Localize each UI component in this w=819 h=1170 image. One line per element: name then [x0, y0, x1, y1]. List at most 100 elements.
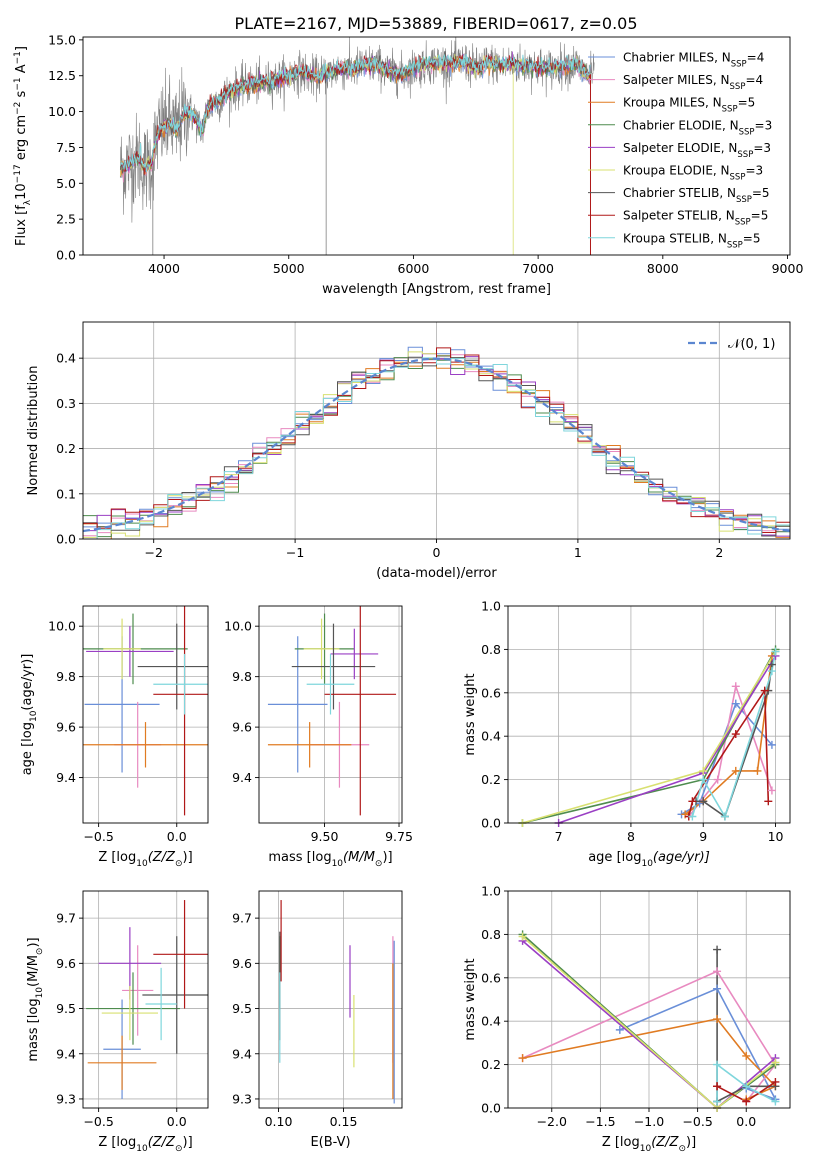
plot-area — [86, 900, 208, 1099]
label-part: −2 — [13, 102, 23, 115]
label-part: 10 — [641, 859, 653, 869]
x-tick-label: 9000 — [772, 261, 804, 276]
label-part: wavelength [Angstrom, rest frame] — [322, 282, 551, 297]
axes-frame — [82, 36, 791, 256]
label-part: s — [14, 90, 29, 101]
mass-weight-point-salpeter-stelib — [688, 797, 697, 806]
y-tick-label: 9.4 — [56, 770, 76, 785]
x-tick-label: 10 — [768, 829, 784, 844]
x-axis-label: age [log10(age/yr)] — [588, 850, 710, 869]
mass-vs-ebv-panel: 0.10 0.15 9.3 9.4 9.5 9.6 9.7 E(B-V) — [232, 890, 403, 1150]
y-tick-label: 0.6 — [481, 970, 501, 985]
x-tick-label: 7000 — [522, 261, 554, 276]
mass-vs-metallicity-panel: −0.5 0.09.39.49.59.69.7Z [log10(Z/Z⊙)]mas… — [26, 890, 209, 1154]
mass-weight-point-kroupa-miles — [753, 766, 762, 775]
label-part: 10 — [14, 183, 29, 200]
label-part: Z [log — [98, 1135, 136, 1150]
legend-entry: Salpeter ELODIE, NSSP=3 — [623, 141, 771, 160]
y-tick-label: 9.4 — [232, 770, 252, 785]
axes-frame — [82, 321, 791, 540]
y-tick-label: 9.8 — [56, 669, 76, 684]
mass-weight-point-kroupa-stelib — [713, 1097, 722, 1106]
y-tick-label: 15.0 — [48, 32, 76, 47]
y-tick-label: 1.0 — [481, 884, 501, 899]
label-part: )] — [183, 1135, 193, 1150]
x-tick-label: −0.5 — [83, 829, 113, 844]
age-vs-metallicity-panel: −0.5 0.09.49.69.810.0Z [log10(Z/Z⊙)]age [… — [20, 605, 209, 869]
y-tick-label: 9.8 — [232, 669, 252, 684]
y-tick-label: 10.0 — [48, 104, 76, 119]
x-tick-label: 4000 — [148, 261, 180, 276]
y-tick-label: 1.0 — [481, 599, 501, 614]
label-part: mass weight — [463, 958, 478, 1040]
figure-title: PLATE=2167, MJD=53889, FIBERID=0617, z=0… — [234, 14, 637, 33]
spectrum-panel: 4000 5000 6000 7000 8000 9000 0.0 2.5 5.0 7.5 10.0… — [13, 32, 804, 297]
y-tick-label: 12.5 — [48, 68, 76, 83]
y-tick-label: 0.2 — [56, 441, 76, 456]
x-tick-label: 8000 — [647, 261, 679, 276]
y-tick-label: 0.0 — [56, 248, 76, 263]
label-part: 10 — [136, 859, 148, 869]
label-part: 10 — [332, 859, 344, 869]
label-part: Salpeter MILES, N — [623, 73, 730, 87]
y-tick-label: 10.0 — [48, 619, 76, 634]
x-tick-label: 0.0 — [736, 1114, 756, 1129]
y-axis-label: Normed distribution — [26, 366, 41, 496]
x-tick-label: 0.15 — [330, 1114, 358, 1129]
x-tick-label: −0.5 — [682, 1114, 712, 1129]
label-part: (Z/Z — [148, 850, 176, 865]
label-part: (Z/Z — [651, 1135, 679, 1150]
x-tick-label: 0 — [433, 545, 441, 560]
label-part: −1 — [13, 51, 23, 64]
mass-weight-point-kroupa-miles — [518, 1054, 527, 1063]
label-part: (age/yr)] — [20, 654, 35, 711]
axes-frame — [507, 605, 791, 824]
y-tick-label: 9.6 — [56, 956, 76, 971]
label-part: =4 — [747, 51, 765, 65]
label-part: )] — [26, 937, 41, 947]
label-part: 10 — [35, 987, 45, 999]
mass-weight-point-chabrier-miles — [615, 1025, 624, 1034]
legend-entry: Chabrier ELODIE, NSSP=3 — [623, 118, 772, 137]
mass-weight-point-kroupa-miles — [731, 766, 740, 775]
x-axis-label: (data-model)/error — [376, 566, 497, 581]
x-tick-label: 7 — [555, 829, 563, 844]
mass-weight-point-salpeter-miles — [713, 775, 722, 784]
label-part: age [log — [588, 850, 641, 865]
mass-weight-point-salpeter-stelib — [713, 1082, 722, 1091]
mass-weight-point-kroupa-miles — [713, 1015, 722, 1024]
label-part: 10 — [640, 1144, 652, 1154]
y-tick-label: 0.3 — [56, 396, 76, 411]
mass-weight-point-salpeter-miles — [713, 967, 722, 976]
x-tick-label: −2 — [144, 545, 162, 560]
legend-entry: Kroupa MILES, NSSP=5 — [623, 96, 755, 115]
mass-weight-line-salpeter-stelib — [688, 688, 770, 817]
y-tick-label: 0.0 — [56, 532, 76, 547]
label-part: =4 — [745, 73, 763, 87]
label-part: −17 — [13, 164, 23, 183]
label-part: λ — [23, 199, 33, 205]
x-tick-label: −2.0 — [537, 1114, 567, 1129]
label-part: SSP — [730, 82, 746, 92]
y-tick-label: 7.5 — [56, 140, 76, 155]
mass-weight-point-kroupa-stelib — [699, 775, 708, 784]
label-part: SSP — [727, 240, 743, 250]
x-tick-label: −0.5 — [83, 1114, 113, 1129]
label-part: mass weight — [463, 673, 478, 755]
label-part: ] — [14, 46, 29, 51]
x-axis-label: wavelength [Angstrom, rest frame] — [322, 282, 551, 297]
mass-weight-line-kroupa-elodie — [522, 935, 776, 1108]
mass-weight-point-kroupa-stelib — [771, 647, 780, 656]
x-tick-label: 9 — [699, 829, 707, 844]
mass-weight-point-chabrier-miles — [767, 740, 776, 749]
axes-frame — [507, 890, 791, 1109]
label-part: =5 — [752, 186, 770, 200]
y-tick-label: 10.0 — [224, 619, 252, 634]
label-part: SSP — [730, 173, 746, 183]
mass-weight-vs-metallicity-panel: −2.0 −1.5 −1.0 −0.5 0.0 0.0 0.2 0.4 0.6 0.8 1.0 Z [… — [463, 884, 791, 1154]
label-part: (Z/Z — [148, 1135, 176, 1150]
plot-area — [279, 900, 395, 1104]
histogram-kroupa-stelib — [83, 357, 790, 539]
